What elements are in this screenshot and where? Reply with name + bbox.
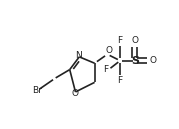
Text: Br: Br (32, 86, 42, 95)
Text: O: O (105, 46, 112, 55)
Text: S: S (131, 56, 139, 66)
Text: O: O (131, 36, 138, 45)
Text: F: F (118, 36, 123, 45)
Text: N: N (75, 51, 82, 60)
Text: O: O (150, 56, 157, 65)
Text: O: O (71, 89, 78, 98)
Text: F: F (118, 76, 123, 85)
Text: F: F (103, 65, 108, 74)
